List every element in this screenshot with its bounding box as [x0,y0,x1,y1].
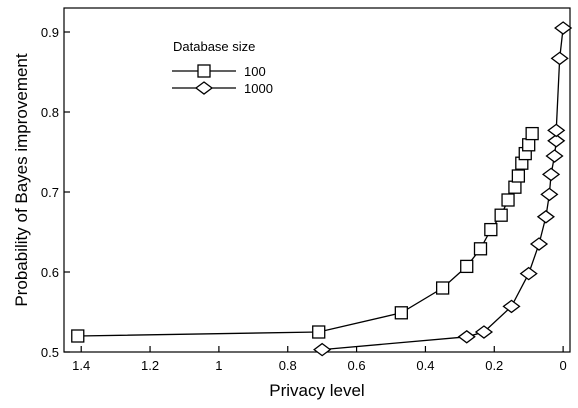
data-point [541,167,561,182]
data-point [540,187,559,202]
data-point [501,193,515,207]
legend-label: 1000 [244,81,273,96]
x-tick-label: 0.8 [279,358,297,373]
y-axis-title: Probability of Bayes improvement [12,53,31,307]
y-tick-label: 0.5 [41,345,59,360]
y-axis: 0.5 0.6 0.7 0.8 0.9 [41,25,70,360]
legend-marker [194,81,214,95]
series-1000 [313,21,573,357]
data-point [394,306,408,320]
series-line [77,133,533,337]
x-tick-label: 0.6 [348,358,366,373]
data-point [502,299,521,314]
data-point [511,169,526,183]
legend-label: 100 [244,64,266,79]
data-point [529,237,549,251]
data-point [435,281,450,295]
x-tick-label: 1 [215,358,222,373]
data-point [550,51,569,66]
legend-title: Database size [173,39,255,54]
x-tick-label: 0.2 [485,358,503,373]
x-tick-label: 0.4 [416,358,434,373]
data-point [508,180,522,194]
series-line [322,27,564,351]
x-tick-label: 0 [559,358,566,373]
data-point [474,325,494,339]
data-point [545,149,564,163]
data-point [71,329,85,343]
data-point [536,209,555,224]
data-point [494,208,508,222]
data-point [473,242,488,256]
legend: Database size 100 1000 [172,39,273,96]
data-point [525,126,539,141]
x-tick-label: 1.2 [141,358,159,373]
x-axis: 1.4 1.2 1 0.8 0.6 0.4 0.2 0 [72,346,567,373]
data-point [519,266,538,281]
data-point [522,138,536,152]
legend-entry-1000: 1000 [172,81,273,96]
data-point [460,259,474,274]
data-point [554,21,573,35]
data-point [547,133,566,148]
data-point [312,325,326,339]
legend-entry-100: 100 [172,64,266,79]
series-layer [71,21,573,357]
y-tick-label: 0.7 [41,185,59,200]
data-point [313,342,332,357]
plot-frame [63,7,571,353]
x-axis-title: Privacy level [269,381,364,400]
y-tick-label: 0.6 [41,265,59,280]
x-tick-label: 1.4 [72,358,90,373]
series-100 [71,126,539,343]
y-tick-label: 0.9 [41,25,59,40]
data-point [484,222,498,237]
data-point [457,329,476,344]
legend-marker [197,64,211,78]
y-tick-label: 0.8 [41,105,59,120]
data-point [547,123,566,138]
plot-area-border [63,7,571,353]
